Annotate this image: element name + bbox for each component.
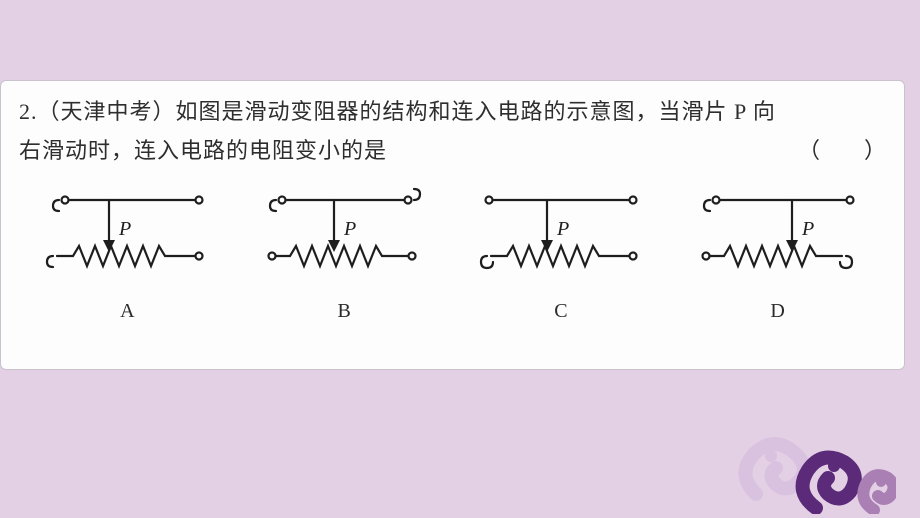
option-c: P C	[461, 180, 661, 323]
option-label-a: A	[120, 300, 134, 323]
circuit-diagram-c: P	[471, 180, 651, 290]
option-label-c: C	[554, 300, 567, 323]
question-line-2: 右滑动时，连入电路的电阻变小的是 （ ）	[19, 132, 886, 171]
circuit-diagram-d: P	[688, 180, 868, 290]
circuit-diagram-a: P	[37, 180, 217, 290]
slider-label-p: P	[343, 218, 356, 240]
slider-label-p: P	[556, 218, 569, 240]
diagrams-row: P A	[19, 180, 886, 323]
answer-blank: （ ）	[798, 132, 886, 171]
option-a: P A	[27, 180, 227, 323]
question-line-2-left: 右滑动时，连入电路的电阻变小的是	[19, 132, 387, 171]
question-card: 2.（天津中考）如图是滑动变阻器的结构和连入电路的示意图，当滑片 P 向 右滑动…	[0, 80, 905, 370]
option-label-d: D	[770, 300, 784, 323]
option-label-b: B	[337, 300, 350, 323]
slider-label-p: P	[801, 218, 814, 240]
question-line-1: 2.（天津中考）如图是滑动变阻器的结构和连入电路的示意图，当滑片 P 向	[19, 93, 886, 132]
circuit-diagram-b: P	[254, 180, 434, 290]
question-text: 2.（天津中考）如图是滑动变阻器的结构和连入电路的示意图，当滑片 P 向 右滑动…	[19, 93, 886, 170]
decorative-swirl	[716, 404, 896, 514]
slider-label-p: P	[118, 218, 131, 240]
option-d: P D	[678, 180, 878, 323]
page-background: 2.（天津中考）如图是滑动变阻器的结构和连入电路的示意图，当滑片 P 向 右滑动…	[0, 0, 920, 518]
option-b: P B	[244, 180, 444, 323]
